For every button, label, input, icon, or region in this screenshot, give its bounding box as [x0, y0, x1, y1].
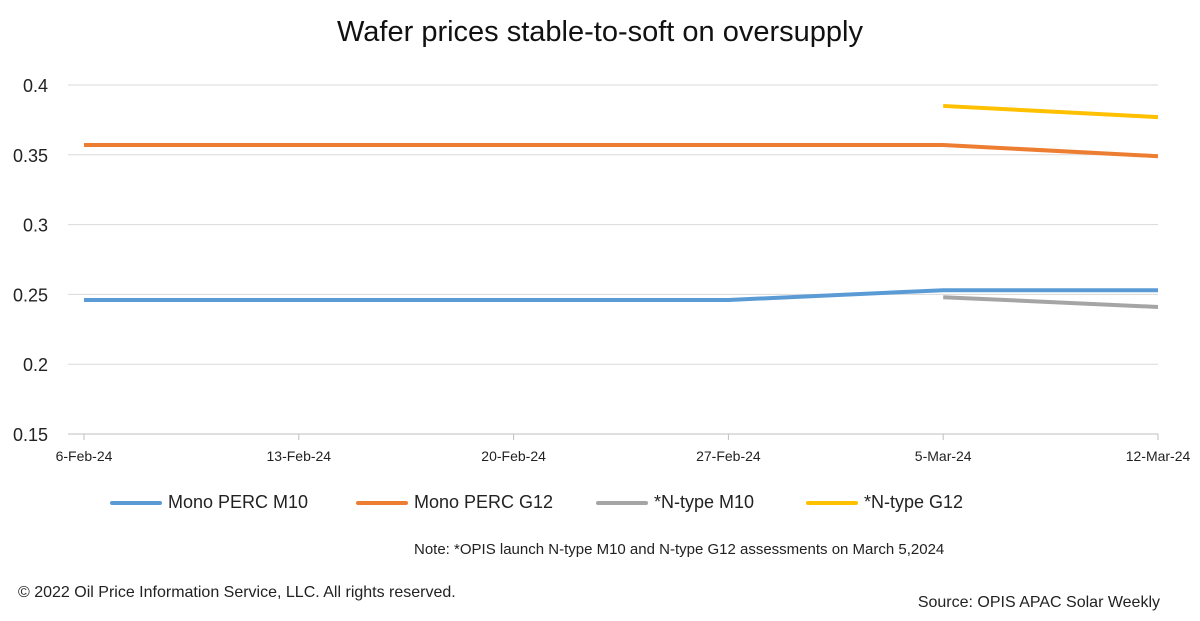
legend-label-n-type-m10: *N-type M10: [654, 492, 755, 512]
chart-note: Note: *OPIS launch N-type M10 and N-type…: [414, 541, 945, 558]
series-line-n-type-g12: [943, 103, 1159, 120]
x-tick-label: 6-Feb-24: [56, 448, 113, 464]
x-tick-label: 12-Mar-24: [1126, 448, 1191, 464]
legend-label-mono-perc-g12: Mono PERC G12: [414, 492, 554, 512]
legend-swatch-mono-perc-g12: [356, 500, 408, 505]
legend-item-mono-perc-g12: Mono PERC G12: [356, 492, 553, 513]
x-tick-label: 13-Feb-24: [267, 448, 332, 464]
legend-label-n-type-g12: *N-type G12: [864, 492, 964, 512]
legend-swatch-n-type-m10: [596, 500, 648, 505]
chart-title: Wafer prices stable-to-soft on oversuppl…: [337, 16, 863, 48]
y-tick-label: 0.35: [13, 146, 48, 166]
chart-legend: Mono PERC M10 Mono PERC G12 *N-type M10 …: [0, 492, 1200, 520]
x-tick-label: 20-Feb-24: [481, 448, 546, 464]
copyright-text: © 2022 Oil Price Information Service, LL…: [18, 584, 456, 601]
legend-label-mono-perc-m10: Mono PERC M10: [168, 492, 309, 512]
y-tick-label: 0.25: [13, 285, 48, 305]
source-text: Source: OPIS APAC Solar Weekly: [917, 594, 1160, 611]
y-tick-label: 0.15: [13, 425, 48, 445]
legend-item-n-type-m10: *N-type M10: [596, 492, 754, 513]
series-line-mono-perc-m10: [84, 288, 1158, 302]
legend-item-n-type-g12: *N-type G12: [806, 492, 963, 513]
y-tick-label: 0.2: [23, 355, 48, 375]
legend-item-mono-perc-m10: Mono PERC M10: [110, 492, 308, 513]
series-line-mono-perc-g12: [84, 143, 1159, 159]
x-tick-label: 27-Feb-24: [696, 448, 761, 464]
series-line-n-type-m10: [943, 295, 1159, 309]
legend-swatch-mono-perc-m10: [110, 500, 162, 505]
y-tick-label: 0.3: [23, 216, 48, 236]
x-tick-label: 5-Mar-24: [915, 448, 972, 464]
legend-swatch-n-type-g12: [806, 500, 858, 505]
y-tick-label: 0.4: [23, 76, 48, 96]
